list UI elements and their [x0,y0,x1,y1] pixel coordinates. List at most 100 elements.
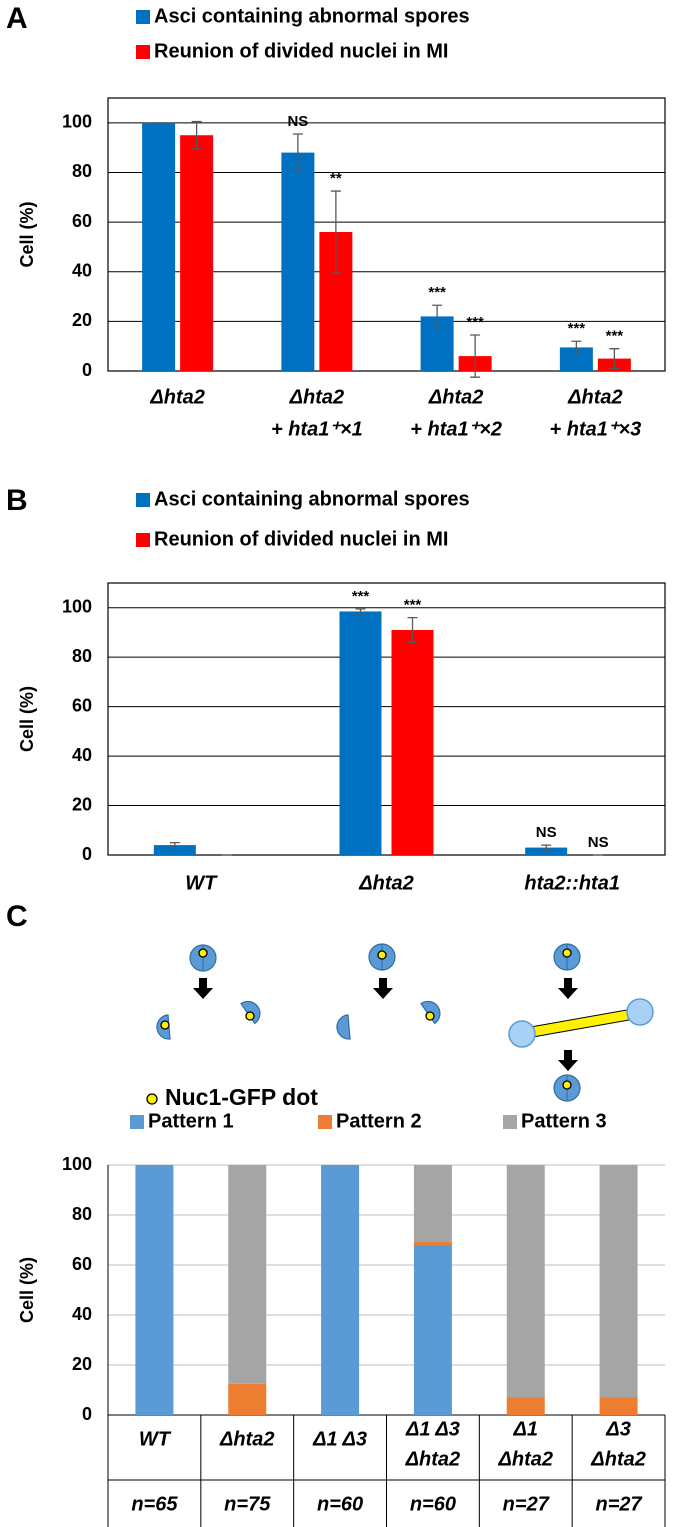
bar-segment [506,1165,545,1398]
bar [339,611,382,855]
dot-legend-label: Nuc1-GFP dot [165,1084,318,1110]
legend-swatch [136,45,150,59]
significance-label: *** [466,314,484,331]
legend-swatch [136,533,150,547]
x-tick-label: Δ1 [512,1418,538,1440]
significance-label: *** [606,328,624,345]
significance-label: *** [404,597,422,614]
error-bar [191,120,202,150]
significance-label: NS [287,113,308,130]
x-tick-label: Δ1 Δ3 [405,1418,460,1440]
significance-label: *** [352,588,370,605]
y-tick-label: 100 [62,596,92,616]
x-tick-label: Δ1 Δ3 [312,1428,367,1450]
bar [391,629,434,855]
legend-swatch [503,1115,517,1129]
dot-legend-marker [146,1093,158,1105]
x-tick-label: Δhta2 [567,386,623,408]
y-tick-label: 40 [72,1304,92,1324]
x-tick-label: + hta1⁺×2 [410,418,502,440]
bar-segment [413,1245,452,1415]
sample-size-label: n=60 [317,1493,363,1515]
x-tick-label: WT [139,1428,172,1450]
panel-label: A [6,2,28,35]
plot-frame [107,582,666,856]
legend-label: Asci containing abnormal spores [154,5,470,27]
legend-label: Pattern 3 [521,1110,607,1132]
x-tick-label: + hta1⁺×1 [271,418,363,440]
bar [180,135,214,371]
error-bar [292,133,303,172]
y-axis-title: Cell (%) [17,1257,37,1323]
sample-size-label: n=27 [503,1493,550,1515]
error-bar [470,334,481,378]
x-tick-label: Δhta2 [289,386,345,408]
y-tick-label: 0 [82,360,92,380]
bar-segment [135,1165,174,1415]
x-tick-label: Δhta2 [428,386,484,408]
x-tick-label: Δhta2 [219,1428,275,1450]
y-tick-label: 60 [72,211,92,231]
legend-label: Reunion of divided nuclei in MI [154,40,448,62]
error-bar [432,304,443,329]
error-bar [541,844,552,851]
error-bar [169,841,180,849]
error-bar [571,340,582,355]
y-axis-title: Cell (%) [17,201,37,267]
legend-swatch [136,10,150,24]
y-tick-label: 80 [72,1204,92,1224]
significance-label: *** [568,320,586,337]
significance-label: NS [588,834,609,851]
pattern-3-illustration [508,943,654,1102]
bar-segment [321,1165,360,1415]
error-bar [407,616,418,643]
y-tick-label: 0 [82,1404,92,1424]
legend-label: Pattern 1 [148,1110,234,1132]
x-tick-label: hta2::hta1 [524,872,620,894]
bar [525,847,568,855]
y-tick-label: 100 [62,112,92,132]
bar [281,152,315,371]
bar-segment [228,1383,267,1415]
panel-label: C [6,900,28,933]
bar [559,347,593,371]
error-bar [330,190,341,274]
y-tick-label: 80 [72,646,92,666]
legend-label: Reunion of divided nuclei in MI [154,528,448,550]
bar-segment [413,1241,452,1245]
significance-label: NS [536,824,557,841]
y-axis-title: Cell (%) [17,686,37,752]
legend-label: Asci containing abnormal spores [154,488,470,510]
y-tick-label: 40 [72,260,92,280]
x-tick-label: + hta1⁺×3 [550,418,642,440]
bar-segment [599,1165,638,1398]
sample-size-label: n=75 [224,1493,271,1515]
error-bar [355,608,366,615]
x-tick-label: Δhta2 [405,1448,461,1470]
pattern-2-illustration [336,943,441,1040]
sample-size-label: n=27 [596,1493,643,1515]
legend-label: Pattern 2 [336,1110,422,1132]
bar-segment [506,1397,545,1415]
y-tick-label: 20 [72,310,92,330]
x-tick-label: Δhta2 [149,386,205,408]
y-tick-label: 100 [62,1154,92,1174]
legend-swatch [130,1115,144,1129]
y-tick-label: 60 [72,695,92,715]
legend-swatch [318,1115,332,1129]
y-tick-label: 0 [82,844,92,864]
x-tick-label: Δhta2 [497,1448,553,1470]
x-tick-label: Δhta2 [590,1448,646,1470]
y-tick-label: 60 [72,1254,92,1274]
legend-swatch [136,493,150,507]
bar [153,845,196,855]
y-tick-label: 20 [72,794,92,814]
bar-segment [599,1397,638,1415]
sample-size-label: n=65 [131,1493,178,1515]
panel-label: B [6,484,28,517]
sample-size-label: n=60 [410,1493,456,1515]
y-tick-label: 80 [72,161,92,181]
significance-label: *** [428,284,446,301]
plot-frame [107,97,666,372]
